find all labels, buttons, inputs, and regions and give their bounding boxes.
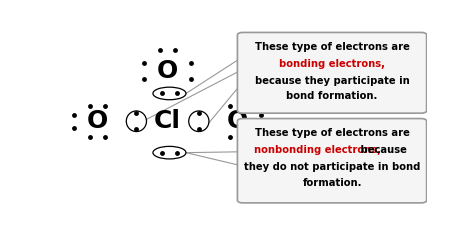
Text: formation.: formation.	[302, 178, 362, 188]
Text: O: O	[87, 109, 109, 133]
Text: bonding electrons,: bonding electrons,	[279, 59, 385, 69]
Text: These type of electrons are: These type of electrons are	[255, 128, 410, 138]
FancyBboxPatch shape	[237, 32, 427, 113]
Text: nonbonding electrons,: nonbonding electrons,	[254, 145, 381, 155]
Text: they do not participate in bond: they do not participate in bond	[244, 162, 420, 172]
Text: because they participate in: because they participate in	[255, 76, 410, 86]
Text: These type of electrons are: These type of electrons are	[255, 42, 410, 52]
Text: bond formation.: bond formation.	[286, 91, 378, 101]
Text: O: O	[227, 109, 248, 133]
Text: O: O	[157, 59, 178, 83]
Text: Cl: Cl	[154, 109, 181, 133]
FancyBboxPatch shape	[237, 119, 427, 203]
Text: because: because	[356, 145, 407, 155]
